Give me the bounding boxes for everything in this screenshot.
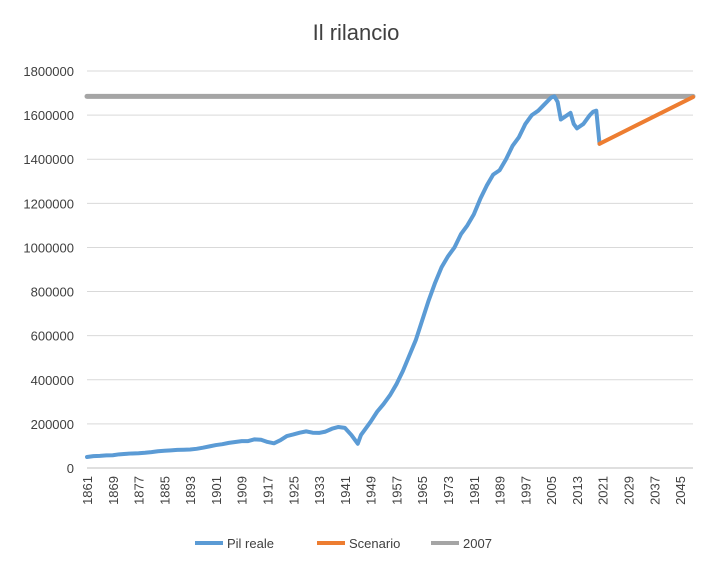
x-tick-label: 1941 [338, 476, 353, 505]
x-tick-label: 1997 [518, 476, 533, 505]
y-tick-label: 200000 [31, 417, 74, 432]
series-lines [84, 93, 696, 459]
y-tick-label: 1000000 [23, 240, 74, 255]
y-tick-label: 1800000 [23, 64, 74, 79]
y-tick-label: 800000 [31, 285, 74, 300]
x-tick-label: 1885 [157, 476, 172, 505]
chart-title: Il rilancio [313, 20, 400, 45]
y-tick-label: 1200000 [23, 196, 74, 211]
x-tick-label: 1917 [261, 476, 276, 505]
x-tick-label: 1949 [364, 476, 379, 505]
x-tick-label: 1965 [415, 476, 430, 505]
x-tick-label: 1901 [209, 476, 224, 505]
x-tick-label: 1869 [106, 476, 121, 505]
x-tick-label: 1861 [80, 476, 95, 505]
series-line-pil-reale [85, 94, 602, 459]
y-tick-label: 600000 [31, 329, 74, 344]
x-tick-label: 2005 [544, 476, 559, 505]
legend-label: 2007 [463, 536, 492, 551]
x-tick-label: 1973 [441, 476, 456, 505]
y-tick-label: 1600000 [23, 108, 74, 123]
legend: Pil reale Scenario 2007 [195, 536, 492, 551]
x-tick-label: 2021 [596, 476, 611, 505]
x-tick-label: 1925 [286, 476, 301, 505]
x-tick-label: 2029 [622, 476, 637, 505]
x-tick-label: 1989 [493, 476, 508, 505]
x-tick-label: 2037 [647, 476, 662, 505]
gridlines [87, 70, 693, 425]
legend-label: Scenario [349, 536, 400, 551]
x-tick-label: 1893 [183, 476, 198, 505]
x-tick-label: 1933 [312, 476, 327, 505]
x-tick-label: 1877 [132, 476, 147, 505]
y-tick-label: 1400000 [23, 152, 74, 167]
y-axis: 0 200000 400000 600000 800000 1000000 1200000 1… [23, 64, 74, 476]
x-axis: 1861 1869 1877 1885 1893 1901 1909 1917 1925 1933… [80, 467, 693, 505]
legend-label: Pil reale [227, 536, 274, 551]
y-tick-label: 0 [67, 461, 74, 476]
x-tick-label: 2013 [570, 476, 585, 505]
x-tick-label: 1981 [467, 476, 482, 505]
x-tick-label: 2045 [673, 476, 688, 505]
series-line-scenario [597, 95, 695, 146]
x-tick-label: 1957 [389, 476, 404, 505]
y-tick-label: 400000 [31, 373, 74, 388]
x-tick-label: 1909 [235, 476, 250, 505]
